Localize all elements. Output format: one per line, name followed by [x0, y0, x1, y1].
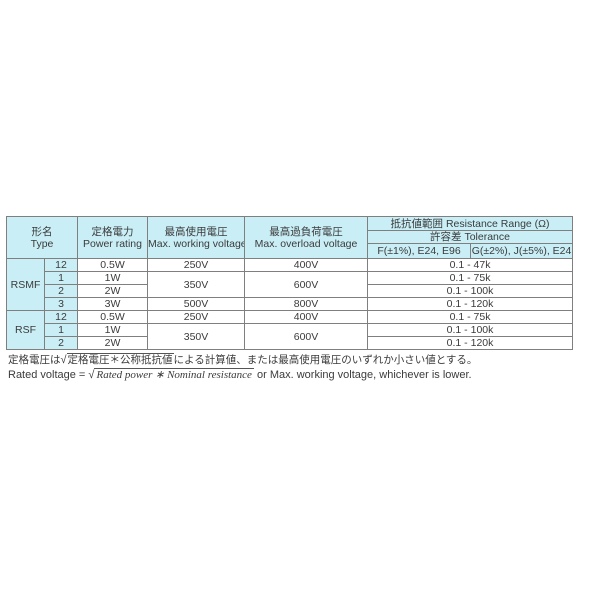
size-cell: 1	[43, 323, 79, 337]
header-power-rating: 定格電力 Power rating	[77, 216, 149, 259]
header-power-en: Power rating	[83, 237, 142, 250]
working-voltage-cell: 250V	[147, 258, 246, 272]
header-working-voltage: 最高使用電圧 Max. working voltage	[147, 216, 246, 259]
size-cell: 12	[43, 310, 79, 324]
header-working-ja: 最高使用電圧	[164, 225, 228, 238]
resistance-range-cell: 0.1 - 47k	[367, 258, 574, 272]
table-row: 1 1W 350V 600V 0.1 - 100k	[7, 323, 574, 350]
footnote-japanese: 定格電圧は√定格電圧＊公称抵抗値による計算値、または最高使用電圧のいずれか小さい…	[8, 353, 477, 368]
power-cell: 2W	[77, 336, 149, 350]
size-cell: 2	[43, 336, 79, 350]
footnote-en-suffix: or Max. working voltage, whichever is lo…	[253, 369, 472, 381]
overload-voltage-cell: 400V	[244, 310, 369, 324]
footnote-english: Rated voltage = √ Rated power ∗ Nominal r…	[8, 368, 477, 383]
header-tolerance: 許容差 Tolerance	[367, 230, 574, 244]
overload-voltage-cell: 400V	[244, 258, 369, 272]
resistance-range-cell: 0.1 - 100k	[367, 323, 574, 337]
header-type-en: Type	[30, 237, 54, 250]
header-overload-voltage: 最高過負荷電圧 Max. overload voltage	[244, 216, 369, 259]
size-cell: 1	[43, 271, 79, 285]
power-cell: 2W	[77, 284, 149, 298]
resistance-range-cell: 0.1 - 120k	[367, 297, 574, 311]
header-overload-ja: 最高過負荷電圧	[269, 225, 343, 238]
power-cell: 1W	[77, 271, 149, 285]
radical-sign: √	[88, 369, 95, 381]
overload-voltage-cell: 600V	[244, 271, 369, 298]
type-group-label-rsmf: RSMF	[6, 258, 45, 311]
size-cell: 12	[43, 258, 79, 272]
working-voltage-cell: 500V	[147, 297, 246, 311]
header-power-ja: 定格電力	[91, 225, 134, 238]
resistance-range-cell: 0.1 - 75k	[367, 310, 574, 324]
working-voltage-cell: 350V	[147, 271, 246, 298]
header-tolerance-g: G(±2%), J(±5%), E24	[470, 243, 574, 259]
power-cell: 1W	[77, 323, 149, 337]
resistor-spec-table: 形名 Type 定格電力 Power rating 最高使用電圧 Max. wo…	[5, 216, 574, 350]
overload-voltage-cell: 600V	[244, 323, 369, 350]
header-type-ja: 形名	[31, 225, 53, 238]
table-row: 3 3W 500V 800V 0.1 - 120k	[7, 297, 574, 311]
power-cell: 0.5W	[77, 258, 149, 272]
size-cell: 2	[43, 284, 79, 298]
table-row: 2 2W 0.1 - 100k	[7, 284, 574, 298]
footnote-en-prefix: Rated voltage =	[8, 369, 89, 381]
header-tolerance-f: F(±1%), E24, E96	[367, 243, 472, 259]
footnote-ja-prefix: 定格電圧は	[8, 354, 61, 366]
resistance-range-cell: 0.1 - 120k	[367, 336, 574, 350]
header-overload-en: Max. overload voltage	[254, 237, 358, 250]
resistance-range-cell: 0.1 - 75k	[367, 271, 574, 285]
table-row: 1 1W 350V 600V 0.1 - 75k	[7, 271, 574, 298]
header-resistance-range: 抵抗値範囲 Resistance Range (Ω)	[367, 216, 574, 231]
table-row: RSMF 12 0.5W 250V 400V 0.1 - 47k	[6, 258, 574, 311]
working-voltage-cell: 250V	[147, 310, 246, 324]
overload-voltage-cell: 800V	[244, 297, 369, 311]
footnote-ja-suffix: による計算値、または最高使用電圧のいずれか小さい値とする。	[173, 354, 478, 366]
resistance-range-cell: 0.1 - 100k	[367, 284, 574, 298]
type-group-label-rsf: RSF	[6, 310, 45, 350]
table-row: RSF 12 0.5W 250V 400V 0.1 - 75k	[6, 310, 574, 350]
size-cell: 3	[43, 297, 79, 311]
working-voltage-cell: 350V	[147, 323, 246, 350]
header-type: 形名 Type	[5, 216, 79, 259]
power-cell: 3W	[77, 297, 149, 311]
footnote-en-radicand: Rated power ∗ Nominal resistance	[94, 368, 254, 381]
footnotes: 定格電圧は√定格電圧＊公称抵抗値による計算値、または最高使用電圧のいずれか小さい…	[8, 353, 477, 383]
table-row: 2 2W 0.1 - 120k	[7, 336, 574, 350]
header-working-en: Max. working voltage	[148, 237, 245, 250]
footnote-ja-radicand: 定格電圧＊公称抵抗値	[66, 353, 174, 366]
radical-sign: √	[60, 354, 67, 366]
power-cell: 0.5W	[77, 310, 149, 324]
